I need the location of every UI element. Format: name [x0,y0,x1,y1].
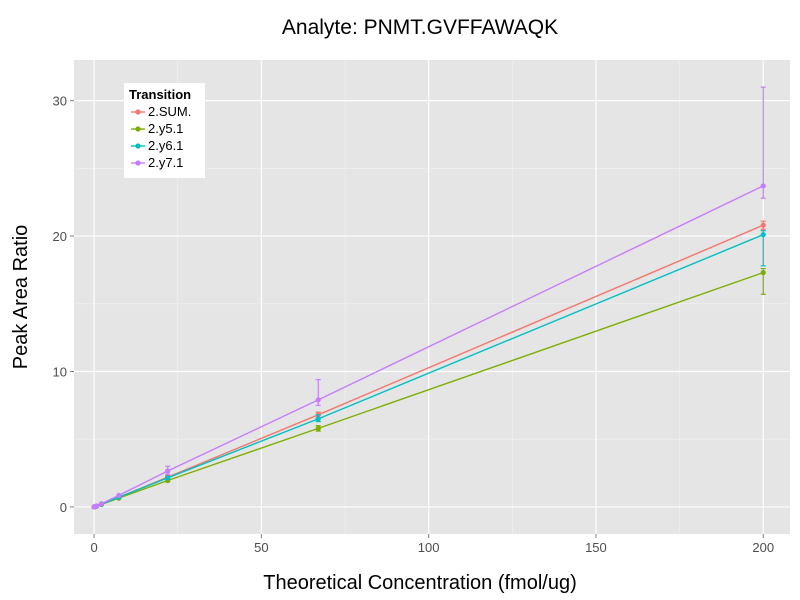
data-point [165,468,171,474]
data-point [315,397,321,403]
y-tick-label: 10 [53,364,67,379]
legend-marker [135,126,141,132]
x-tick-label: 200 [752,540,774,555]
legend-marker [135,160,141,166]
data-point [165,475,171,481]
legend-item: 2.y5.1 [131,121,183,136]
data-point [93,503,100,509]
chart-title: Analyte: PNMT.GVFFAWAQK [282,16,558,39]
legend-item: 2.y7.1 [131,155,183,170]
data-point [760,270,766,276]
data-point [116,492,122,499]
legend-label: 2.y6.1 [148,138,183,153]
legend-label: 2.SUM. [148,104,191,119]
legend-item: 2.y6.1 [131,138,183,153]
series-2-y7-1 [91,86,766,510]
x-tick-label: 50 [254,540,268,555]
y-axis-label: Peak Area Ratio [10,225,32,370]
legend-title: Transition [129,87,191,102]
x-tick-label: 100 [418,540,440,555]
legend-marker [135,109,141,115]
legend-item: 2.SUM. [131,104,191,119]
data-point [760,222,766,228]
data-point [315,425,321,431]
series-layer [91,86,766,510]
x-tick-label: 0 [90,540,97,555]
legend-items: 2.SUM. 2.y5.1 2.y6.1 2.y7.1 [131,104,191,170]
y-tick-label: 30 [53,94,67,109]
legend-label: 2.y5.1 [148,121,183,136]
x-axis-label: Theoretical Concentration (fmol/ug) [263,572,576,594]
legend-marker [135,143,141,149]
data-point [760,232,766,238]
axis-ticks: 0 50 100 150 200 0 10 20 30 [53,94,775,555]
y-tick-label: 20 [53,229,67,244]
legend: Transition 2.SUM. 2.y5.1 2.y6.1 2.y7.1 [124,83,205,178]
data-point [760,183,766,189]
data-point [315,416,321,422]
y-tick-label: 0 [60,500,67,515]
legend-label: 2.y7.1 [148,155,183,170]
data-point [98,501,105,507]
x-tick-label: 150 [585,540,607,555]
